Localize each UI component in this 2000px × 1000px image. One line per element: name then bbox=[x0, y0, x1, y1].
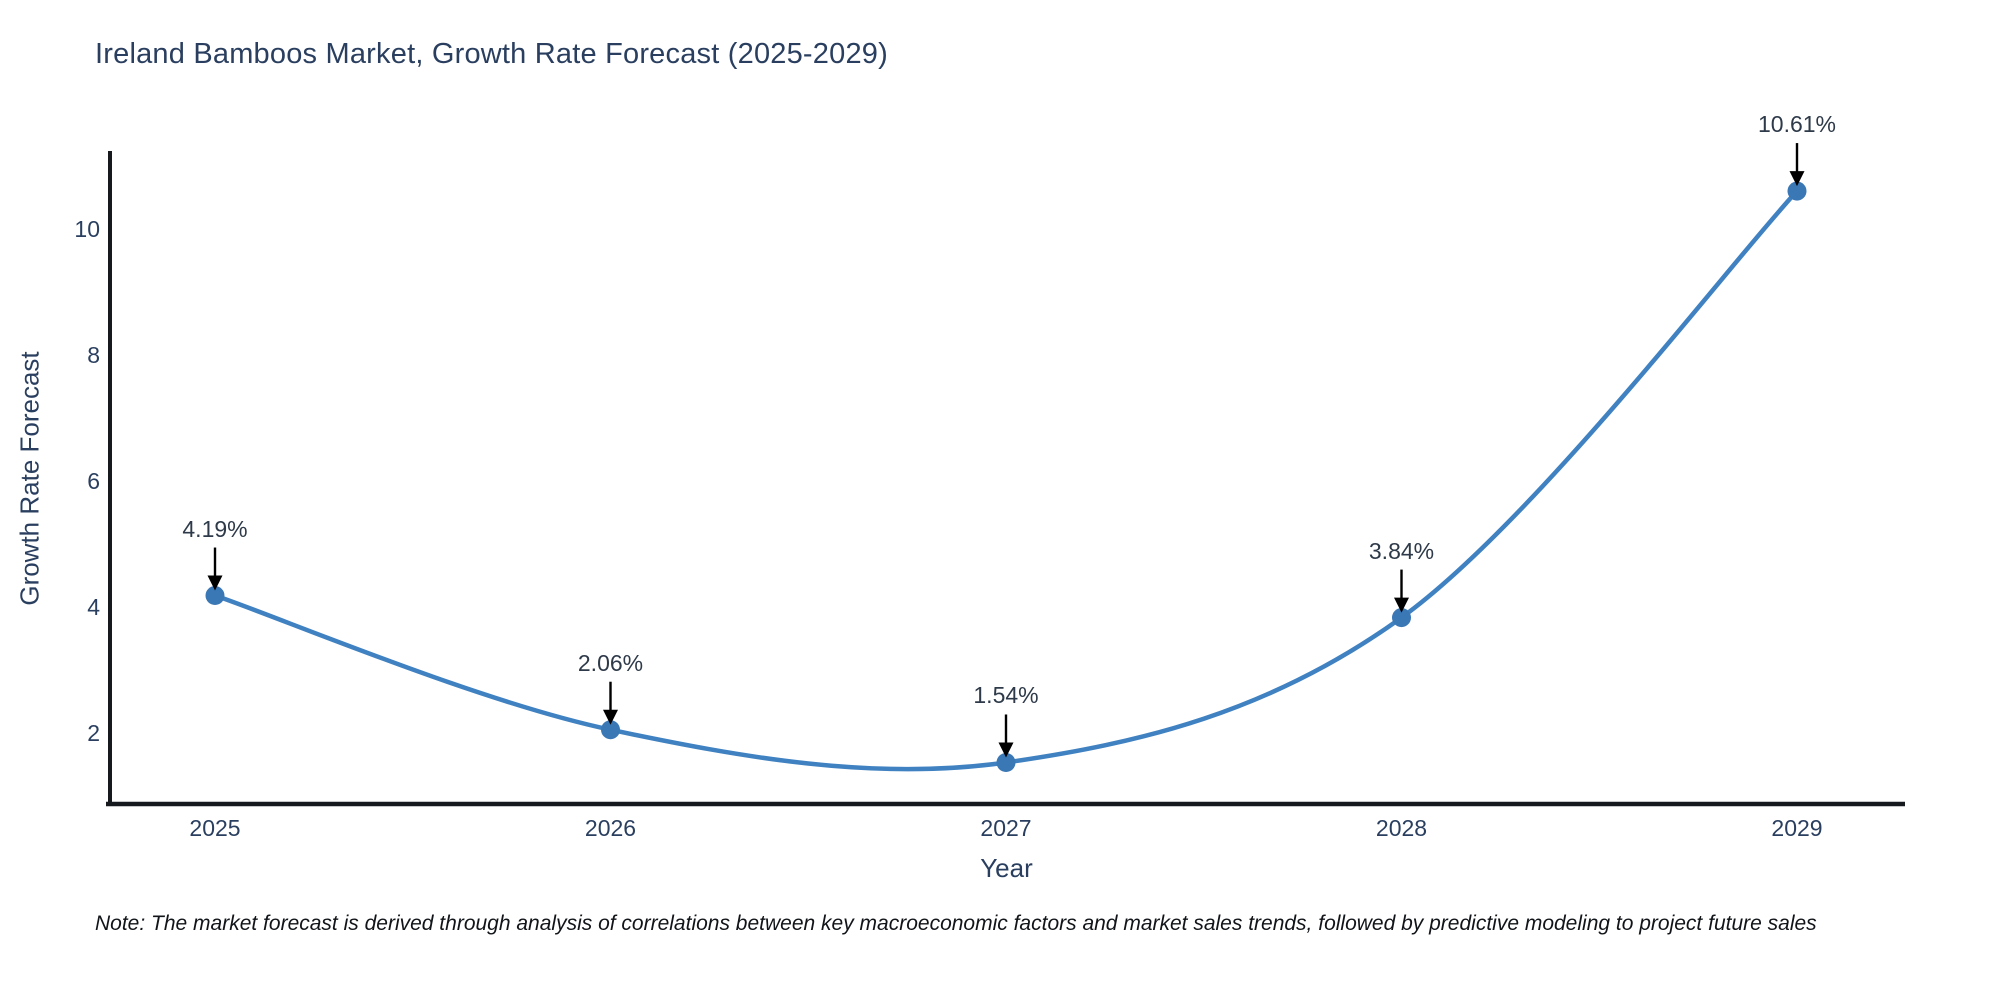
footnote: Note: The market forecast is derived thr… bbox=[95, 912, 1817, 935]
data-point-marker bbox=[1392, 608, 1411, 628]
chart-title: Ireland Bamboos Market, Growth Rate Fore… bbox=[95, 38, 888, 70]
y-tick-label: 2 bbox=[87, 719, 100, 746]
annotation-arrowhead bbox=[998, 742, 1014, 758]
forecast-line bbox=[214, 189, 1799, 772]
y-tick-label: 8 bbox=[87, 341, 100, 368]
point-annotation: 1.54% bbox=[973, 682, 1039, 709]
point-annotation: 2.06% bbox=[577, 649, 644, 676]
data-point-marker bbox=[996, 752, 1016, 772]
annotation-arrowhead bbox=[603, 709, 618, 725]
data-point-marker bbox=[601, 720, 620, 740]
y-tick-label: 10 bbox=[74, 215, 100, 242]
x-tick-label: 2028 bbox=[1375, 815, 1428, 841]
x-tick-label: 2026 bbox=[584, 815, 637, 841]
annotation-arrowhead bbox=[1394, 597, 1409, 613]
x-axis-title: Year bbox=[980, 853, 1033, 883]
point-annotation: 3.84% bbox=[1368, 537, 1435, 564]
annotation-arrowhead bbox=[207, 575, 223, 591]
x-tick-label: 2025 bbox=[189, 815, 241, 841]
y-tick-label: 4 bbox=[87, 593, 100, 620]
annotation-arrowhead bbox=[1789, 171, 1805, 187]
point-annotation: 4.19% bbox=[182, 515, 248, 542]
point-annotation: 10.61% bbox=[1757, 111, 1836, 138]
y-tick-label: 6 bbox=[87, 467, 100, 494]
data-point-marker bbox=[205, 586, 225, 606]
x-tick-label: 2027 bbox=[980, 815, 1032, 841]
x-tick-label: 2029 bbox=[1771, 815, 1823, 841]
data-point-marker bbox=[1787, 181, 1807, 201]
